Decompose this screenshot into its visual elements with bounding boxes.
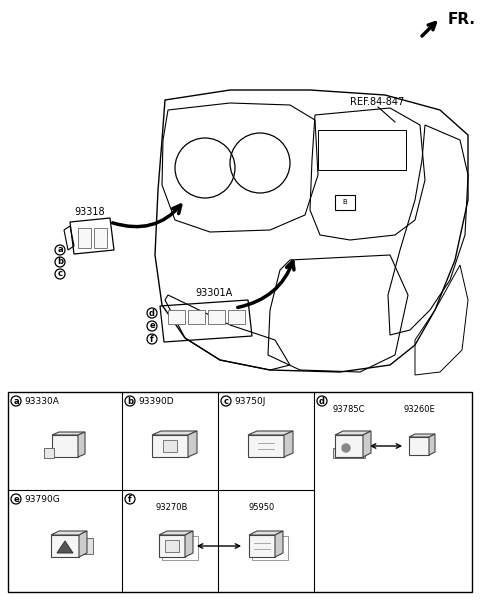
FancyBboxPatch shape	[208, 310, 225, 324]
Text: e: e	[13, 494, 19, 503]
Text: 93318: 93318	[75, 207, 105, 217]
Text: 93785C: 93785C	[333, 406, 365, 415]
Text: d: d	[149, 308, 155, 317]
FancyBboxPatch shape	[79, 538, 93, 554]
Polygon shape	[152, 431, 197, 435]
Bar	[8, 392, 472, 592]
Text: 95950: 95950	[249, 503, 275, 512]
Polygon shape	[159, 531, 193, 535]
Polygon shape	[51, 531, 87, 535]
FancyBboxPatch shape	[52, 435, 78, 457]
FancyBboxPatch shape	[335, 195, 355, 210]
FancyBboxPatch shape	[228, 310, 245, 324]
Text: f: f	[150, 335, 154, 343]
FancyBboxPatch shape	[335, 435, 363, 457]
Text: a: a	[13, 397, 19, 406]
Text: 93390D: 93390D	[138, 397, 174, 406]
Polygon shape	[275, 531, 283, 557]
FancyBboxPatch shape	[168, 310, 185, 324]
FancyBboxPatch shape	[409, 437, 429, 455]
Polygon shape	[57, 541, 73, 553]
Text: 93270B: 93270B	[156, 503, 188, 512]
Polygon shape	[185, 531, 193, 557]
FancyBboxPatch shape	[44, 448, 54, 458]
FancyBboxPatch shape	[78, 228, 91, 248]
Polygon shape	[249, 531, 283, 535]
Text: 93260E: 93260E	[403, 406, 435, 415]
FancyBboxPatch shape	[163, 440, 177, 452]
FancyBboxPatch shape	[188, 310, 205, 324]
Text: c: c	[58, 269, 62, 278]
Polygon shape	[188, 431, 197, 457]
Text: B: B	[343, 199, 348, 205]
Polygon shape	[409, 434, 435, 437]
Text: 93790G: 93790G	[24, 494, 60, 503]
FancyBboxPatch shape	[318, 130, 406, 170]
Text: 93330A: 93330A	[24, 397, 59, 406]
Polygon shape	[363, 431, 371, 457]
Polygon shape	[284, 431, 293, 457]
FancyBboxPatch shape	[152, 435, 188, 457]
FancyBboxPatch shape	[249, 535, 275, 557]
Polygon shape	[79, 531, 87, 557]
FancyBboxPatch shape	[51, 535, 79, 557]
Polygon shape	[335, 431, 371, 435]
Polygon shape	[429, 434, 435, 455]
FancyBboxPatch shape	[94, 228, 107, 248]
Text: 93301A: 93301A	[195, 288, 233, 298]
Text: REF.84-847: REF.84-847	[350, 97, 404, 107]
Polygon shape	[248, 431, 293, 435]
Text: b: b	[127, 397, 133, 406]
Text: a: a	[57, 245, 63, 254]
FancyBboxPatch shape	[248, 435, 284, 457]
Text: b: b	[57, 257, 63, 266]
FancyBboxPatch shape	[333, 448, 365, 458]
FancyBboxPatch shape	[165, 540, 179, 552]
Polygon shape	[52, 432, 85, 435]
Text: f: f	[128, 494, 132, 503]
FancyBboxPatch shape	[159, 535, 185, 557]
Circle shape	[342, 444, 350, 452]
Text: FR.: FR.	[448, 12, 476, 27]
Text: 93750J: 93750J	[234, 397, 265, 406]
Polygon shape	[78, 432, 85, 457]
Text: d: d	[319, 397, 325, 406]
Text: e: e	[149, 322, 155, 331]
Text: c: c	[224, 397, 228, 406]
